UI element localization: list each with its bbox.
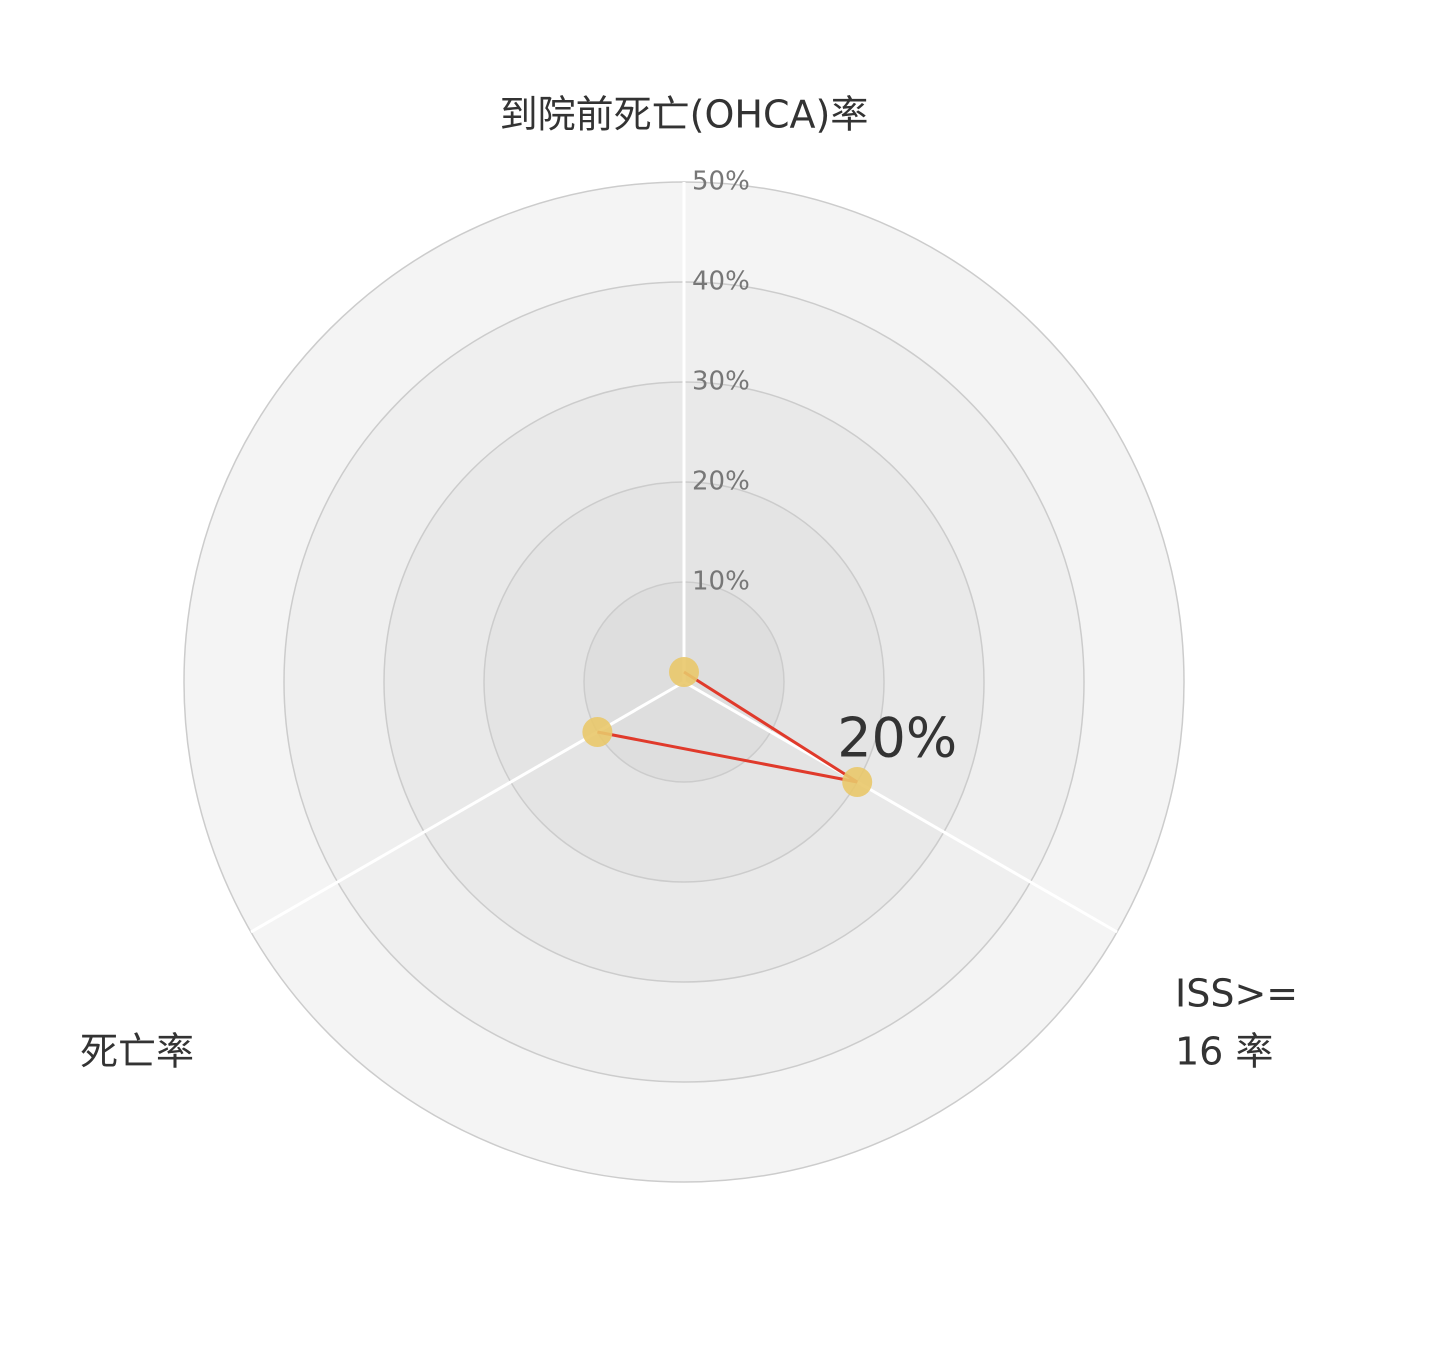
data-point[interactable] (582, 717, 613, 747)
tick-label: 20% (692, 467, 750, 497)
axis-label: 死亡率 (80, 1030, 194, 1074)
axis-label: 到院前死亡(OHCA)率 (500, 93, 869, 137)
axis-label: 16 率 (1175, 1030, 1273, 1074)
data-label: 20% (837, 707, 957, 770)
axis-spoke (683, 680, 1118, 934)
tick-label: 10% (692, 567, 750, 597)
data-point[interactable] (669, 657, 699, 687)
tick-label: 30% (692, 367, 750, 397)
tick-label: 40% (692, 267, 750, 297)
axis-label: ISS>= (1175, 972, 1298, 1016)
tick-label: 50% (692, 167, 750, 197)
axis-spoke (250, 680, 685, 934)
data-point[interactable] (842, 767, 873, 797)
